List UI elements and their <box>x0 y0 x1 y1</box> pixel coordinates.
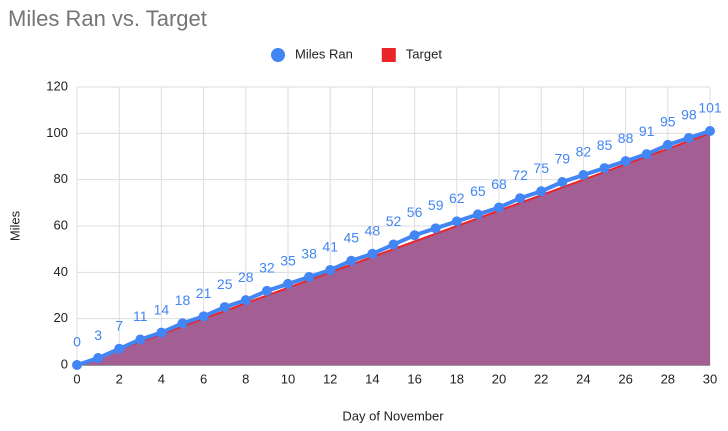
y-tick-label: 100 <box>46 125 68 140</box>
y-tick-label: 0 <box>61 356 68 371</box>
data-label: 38 <box>301 246 317 262</box>
point <box>93 353 104 364</box>
y-tick-label: 40 <box>54 264 68 279</box>
data-label: 14 <box>154 301 170 317</box>
data-label: 21 <box>196 285 212 301</box>
point <box>409 230 420 241</box>
data-label: 65 <box>470 183 486 199</box>
x-tick-label: 10 <box>281 371 295 386</box>
data-label: 7 <box>115 317 123 333</box>
data-label: 11 <box>133 308 148 324</box>
point <box>430 223 441 234</box>
x-tick-label: 26 <box>618 371 632 386</box>
point <box>536 186 547 197</box>
x-tick-label: 18 <box>450 371 464 386</box>
point <box>325 265 336 276</box>
y-tick-label: 60 <box>54 217 68 232</box>
x-tick-label: 22 <box>534 371 548 386</box>
data-label: 32 <box>259 260 275 276</box>
x-tick-label: 8 <box>242 371 249 386</box>
data-label: 62 <box>449 190 465 206</box>
y-tick-label: 80 <box>54 171 68 186</box>
data-label: 41 <box>322 239 338 255</box>
data-label: 79 <box>555 151 571 167</box>
point <box>135 334 146 345</box>
point <box>641 149 652 160</box>
x-tick-label: 2 <box>116 371 123 386</box>
point <box>261 285 272 296</box>
x-tick-label: 12 <box>323 371 337 386</box>
x-tick-label: 14 <box>365 371 379 386</box>
x-tick-label: 4 <box>158 371 165 386</box>
point <box>515 193 526 204</box>
point <box>114 343 125 354</box>
data-label: 0 <box>73 334 81 350</box>
data-label: 48 <box>365 223 381 239</box>
data-label: 101 <box>698 100 722 116</box>
data-label: 25 <box>217 276 233 292</box>
point <box>177 318 188 329</box>
data-label: 28 <box>238 269 254 285</box>
x-tick-label: 0 <box>73 371 80 386</box>
point <box>557 176 568 187</box>
point <box>156 327 167 338</box>
point <box>451 216 462 227</box>
data-label: 91 <box>639 123 655 139</box>
data-label: 18 <box>175 292 191 308</box>
y-tick-label: 120 <box>46 78 68 93</box>
point <box>388 239 399 250</box>
data-label: 59 <box>428 197 444 213</box>
data-label: 52 <box>386 213 402 229</box>
data-label: 85 <box>597 137 613 153</box>
point <box>304 271 315 282</box>
point <box>219 302 230 313</box>
y-tick-label: 20 <box>54 310 68 325</box>
point <box>494 202 504 213</box>
x-tick-label: 6 <box>200 371 207 386</box>
point <box>683 132 694 143</box>
data-label: 56 <box>407 204 423 220</box>
x-tick-label: 30 <box>703 371 717 386</box>
data-label: 98 <box>681 107 697 123</box>
point <box>578 170 589 181</box>
legend-marker <box>381 48 396 62</box>
point <box>367 248 378 259</box>
point <box>599 163 610 174</box>
legend-label: Miles Ran <box>295 46 353 61</box>
data-label: 35 <box>280 253 296 269</box>
data-label: 72 <box>512 167 528 183</box>
point <box>472 209 483 220</box>
point <box>620 156 631 167</box>
point <box>198 311 209 322</box>
x-tick-label: 28 <box>661 371 675 386</box>
data-label: 88 <box>618 130 634 146</box>
point <box>72 360 82 370</box>
data-label: 45 <box>344 229 360 245</box>
x-axis-label: Day of November <box>342 408 444 423</box>
legend-marker <box>271 48 285 62</box>
x-tick-label: 16 <box>407 371 421 386</box>
data-label: 82 <box>576 144 592 160</box>
legend-label: Target <box>406 46 443 61</box>
data-label: 95 <box>660 114 676 130</box>
point <box>705 126 715 137</box>
point <box>240 295 251 306</box>
point <box>346 255 357 266</box>
x-tick-label: 20 <box>492 371 506 386</box>
data-label: 75 <box>533 160 549 176</box>
data-label: 68 <box>491 176 507 192</box>
y-axis-label: Miles <box>7 210 22 241</box>
data-label: 3 <box>94 327 102 343</box>
x-tick-label: 24 <box>576 371 590 386</box>
chart-title: Miles Ran vs. Target <box>8 6 207 31</box>
point <box>283 278 293 289</box>
point <box>662 139 673 150</box>
